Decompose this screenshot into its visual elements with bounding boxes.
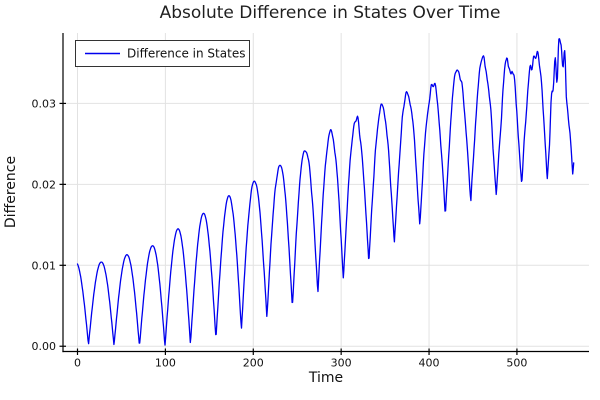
axes [59,33,589,355]
y-tick-label: 0.00 [32,340,57,353]
y-axis-label: Difference [3,156,19,228]
chart-title: Absolute Difference in States Over Time [160,3,501,23]
y-tick-label: 0.02 [32,178,57,191]
series-line-difference-in-states [76,38,575,346]
x-tick-label: 0 [74,357,81,370]
y-tick-label: 0.01 [32,259,57,272]
legend-label: Difference in States [127,47,245,61]
x-tick-label: 300 [331,357,352,370]
x-tick-label: 500 [506,357,527,370]
legend: Difference in States [75,40,250,67]
x-axis-label: Time [308,370,343,386]
tick-labels: 0 100 200 300 400 500 0.00 0.01 0.02 0.03 [32,97,528,369]
gridlines [63,33,589,352]
x-tick-label: 200 [243,357,264,370]
x-tick-label: 100 [155,357,176,370]
x-tick-label: 400 [419,357,440,370]
y-tick-label: 0.03 [32,97,57,110]
